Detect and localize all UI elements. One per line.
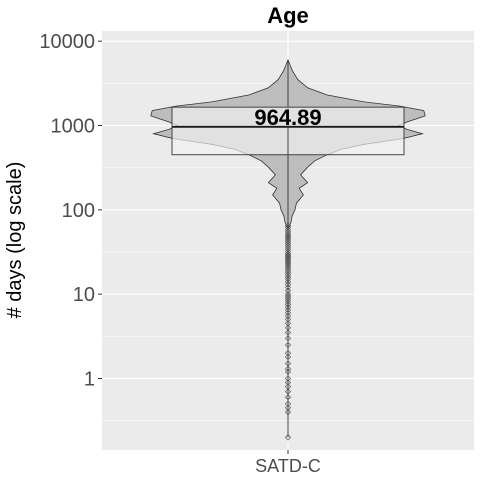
outlier-point [284, 284, 292, 291]
chart-title: Age [267, 3, 309, 28]
box-layer: 964.89 [171, 59, 405, 438]
y-tick-label: 10000 [39, 31, 95, 53]
outlier-points [284, 222, 292, 441]
outlier-point [284, 292, 292, 300]
outlier-point [284, 408, 292, 416]
outlier-point [284, 242, 292, 249]
outlier-point [284, 294, 292, 302]
outlier-point [284, 255, 292, 263]
outlier-point [284, 290, 292, 298]
y-tick-label: 1000 [51, 115, 96, 137]
outlier-point [284, 353, 292, 361]
outlier-point [284, 341, 292, 349]
x-tick-label: SATD-C [255, 456, 321, 476]
outlier-point [284, 320, 292, 327]
outlier-point [284, 404, 292, 411]
outlier-point [284, 281, 292, 288]
outlier-point [284, 400, 292, 408]
y-tick-label: 10 [73, 284, 95, 306]
outlier-point [284, 335, 292, 342]
y-tick-label: 100 [62, 200, 95, 222]
outlier-point [284, 394, 292, 401]
outlier-point [284, 306, 292, 314]
median-value-label: 964.89 [254, 105, 321, 130]
outlier-point [284, 267, 292, 274]
outlier-point [284, 349, 292, 357]
y-axis-ticks: 1 10 100 1000 10000 [39, 31, 102, 390]
outlier-point [284, 224, 292, 231]
outlier-point [284, 222, 292, 229]
outlier-point [284, 296, 292, 304]
outlier-point [284, 434, 292, 441]
outlier-point [284, 230, 292, 237]
outlier-point [284, 254, 292, 261]
outlier-point [284, 316, 292, 323]
x-axis-ticks: SATD-C [255, 450, 321, 476]
outlier-point [284, 375, 292, 382]
y-axis-label: # days (log scale) [4, 162, 26, 319]
outlier-point [284, 240, 292, 247]
y-tick-label: 1 [84, 368, 95, 390]
outlier-point [284, 265, 292, 272]
outlier-point [284, 246, 292, 253]
outlier-point [284, 379, 292, 386]
outlier-point [284, 312, 292, 320]
outlier-point [284, 365, 292, 373]
outlier-point [284, 244, 292, 251]
outlier-point [284, 309, 292, 317]
outlier-point [284, 271, 292, 278]
outlier-point [284, 368, 292, 375]
outlier-point [284, 269, 292, 276]
